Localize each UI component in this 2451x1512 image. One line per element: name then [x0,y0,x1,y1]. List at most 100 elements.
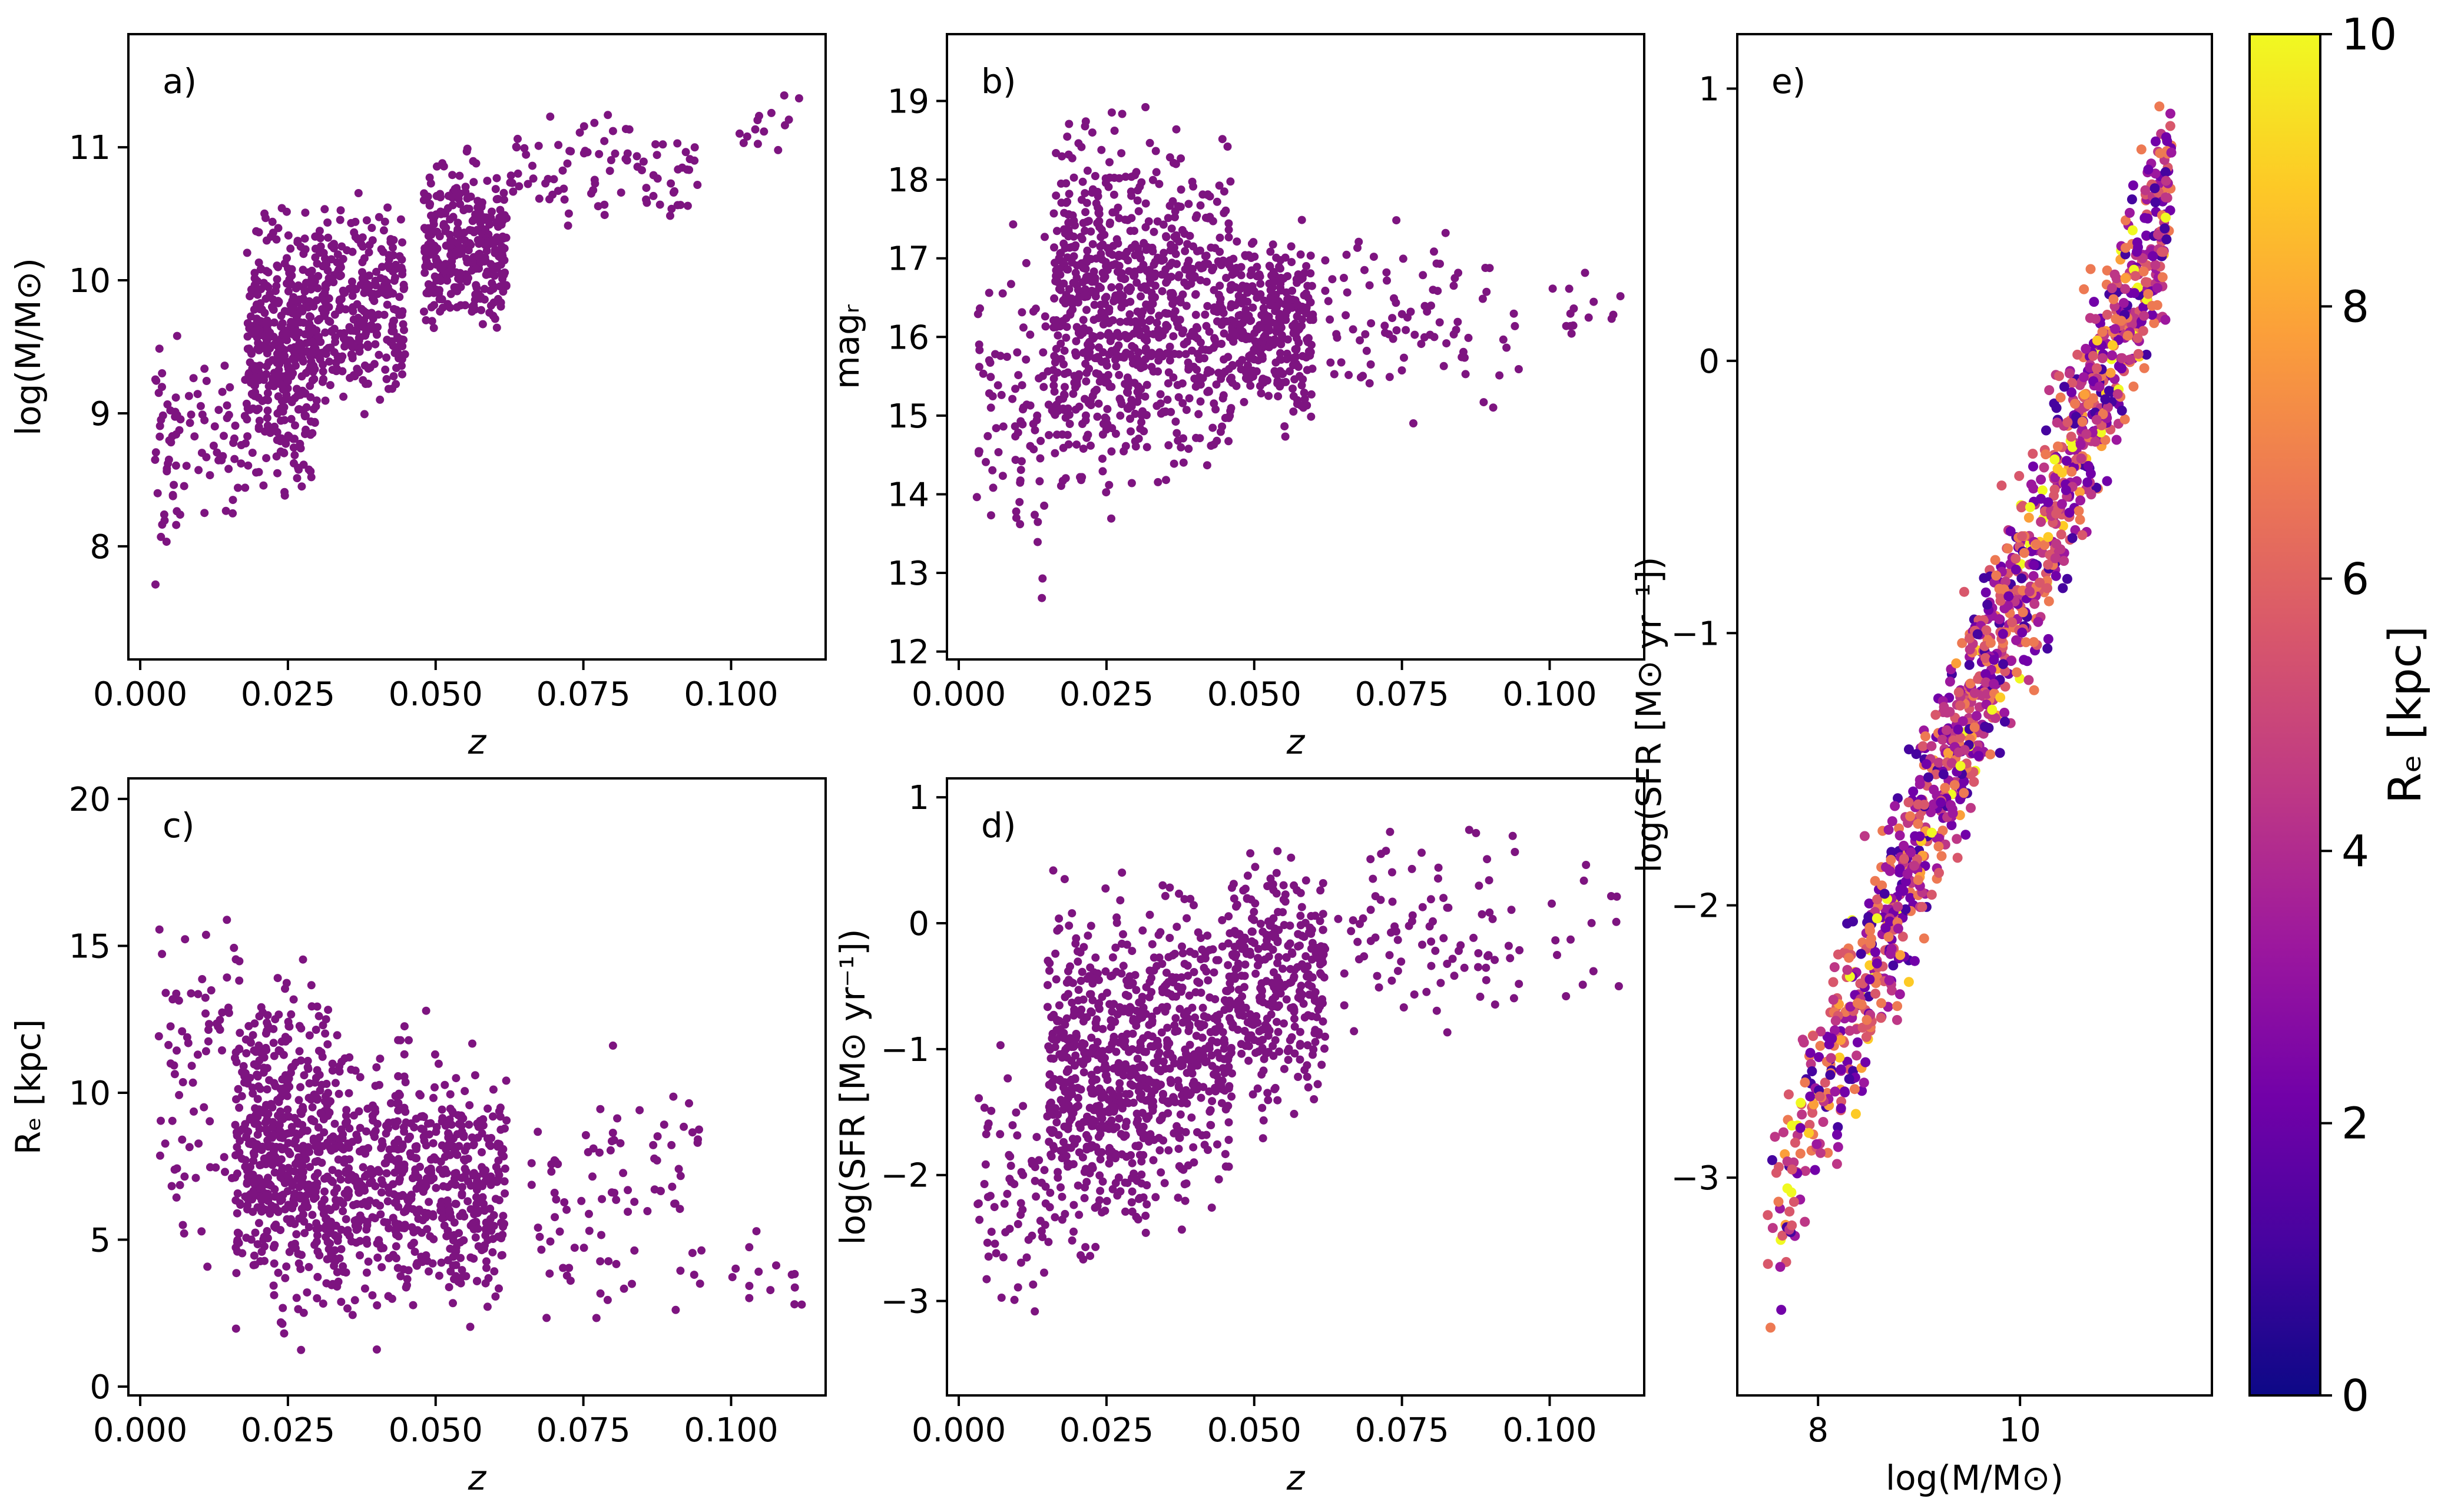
data-point [204,1037,213,1046]
data-point [287,1128,295,1137]
data-point [670,187,679,195]
data-point [1171,160,1180,168]
data-point [1113,267,1122,276]
data-point [1138,1005,1147,1014]
data-point [514,169,522,178]
data-point [1129,1098,1138,1107]
data-point [1086,963,1095,972]
data-point [1077,195,1086,204]
data-point [1157,1080,1165,1089]
data-point [1131,1175,1140,1184]
data-point [374,1166,383,1175]
data-point [296,1083,304,1092]
data-point [1052,975,1061,984]
data-point [343,246,352,255]
x-tick-label: 0.050 [389,675,483,714]
data-point [1077,142,1086,151]
data-point [1273,379,1282,388]
data-point [284,231,293,240]
data-point [1119,1007,1128,1016]
data-point [281,1037,290,1046]
data-point [456,276,465,284]
data-point [277,343,286,352]
data-point [676,201,685,210]
data-point [1148,940,1157,949]
x-tick-label: 0.100 [684,675,778,714]
data-point [499,270,508,279]
data-point [1094,1001,1103,1010]
data-point [243,415,251,424]
data-point [1430,247,1438,256]
data-point [430,1050,439,1059]
data-point [435,232,444,241]
data-point [1218,135,1227,144]
data-point [1489,403,1498,412]
data-point [1051,449,1059,457]
data-point [610,1189,619,1197]
data-point [1221,1162,1230,1171]
data-point [1003,1189,1012,1198]
data-point [1217,340,1226,348]
data-point [173,1046,181,1055]
data-point [257,1003,266,1012]
data-point [1482,287,1491,296]
data-point [379,1244,387,1252]
data-point [347,218,356,227]
data-point [260,376,269,384]
data-point [1111,260,1120,268]
data-point [480,213,488,222]
data-point [473,226,482,234]
data-point [1108,953,1117,961]
data-point [994,448,1003,456]
data-point [1101,967,1110,976]
data-point [1041,312,1049,321]
data-point [1068,305,1077,314]
data-point [223,916,231,924]
data-point [1121,350,1130,359]
data-point [1142,1181,1151,1189]
data-point [1013,1283,1022,1292]
data-point [1095,210,1104,218]
data-point [327,255,336,264]
data-point [326,1239,334,1248]
y-tick-label: 10 [69,262,111,300]
data-point [1241,374,1250,383]
data-point [287,415,296,423]
data-point [1288,354,1297,363]
data-point [1116,896,1125,905]
data-point [158,950,167,959]
data-point [1616,292,1625,301]
data-point [554,187,562,195]
data-point [1177,154,1185,163]
data-point [1141,103,1150,111]
data-point [1164,953,1173,961]
data-point [1237,297,1246,306]
data-point [1168,197,1177,205]
data-point [1148,300,1157,308]
data-point [1049,1142,1058,1150]
data-point [428,281,437,290]
data-point [315,227,324,236]
data-point [412,1154,421,1163]
data-point [1177,443,1185,452]
data-point [1217,374,1226,383]
data-point [233,1143,241,1152]
data-point [1150,260,1158,269]
data-point [297,1345,306,1354]
data-point [251,373,260,382]
data-point [218,1046,226,1055]
data-point [1061,1020,1069,1029]
data-point [435,1271,443,1280]
data-point [333,1236,342,1245]
data-point [975,447,983,456]
data-point [1164,1146,1173,1155]
data-point [1111,429,1120,438]
data-point [1296,250,1305,259]
data-point [1250,287,1258,296]
data-point [279,407,287,416]
data-point [794,94,803,102]
data-point [450,1275,458,1284]
data-point [1196,397,1205,406]
data-point [1044,981,1052,990]
data-point [1097,226,1106,234]
